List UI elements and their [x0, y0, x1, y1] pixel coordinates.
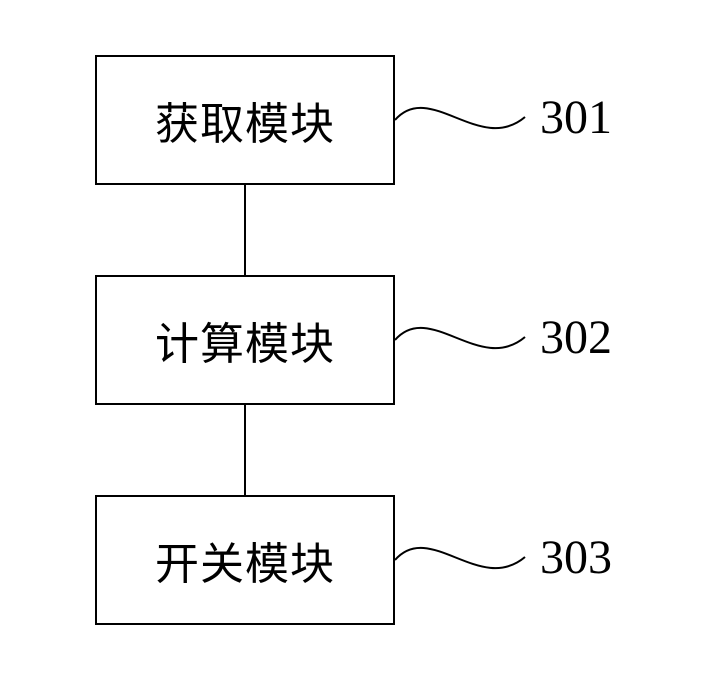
node-label: 计算模块 — [155, 308, 335, 372]
node-number-302: 302 — [540, 310, 612, 365]
node-acquisition-module: 获取模块 — [95, 55, 395, 185]
diagram-canvas: 获取模块 计算模块 开关模块 301 302 303 — [0, 0, 724, 700]
node-number-301: 301 — [540, 90, 612, 145]
edge-n1-n2 — [244, 185, 246, 275]
callout-303 — [395, 535, 535, 590]
edge-n2-n3 — [244, 405, 246, 495]
callout-301 — [395, 95, 535, 150]
callout-302 — [395, 315, 535, 370]
node-switch-module: 开关模块 — [95, 495, 395, 625]
node-number-303: 303 — [540, 530, 612, 585]
node-label: 获取模块 — [155, 88, 335, 152]
node-calculation-module: 计算模块 — [95, 275, 395, 405]
node-label: 开关模块 — [155, 528, 335, 592]
